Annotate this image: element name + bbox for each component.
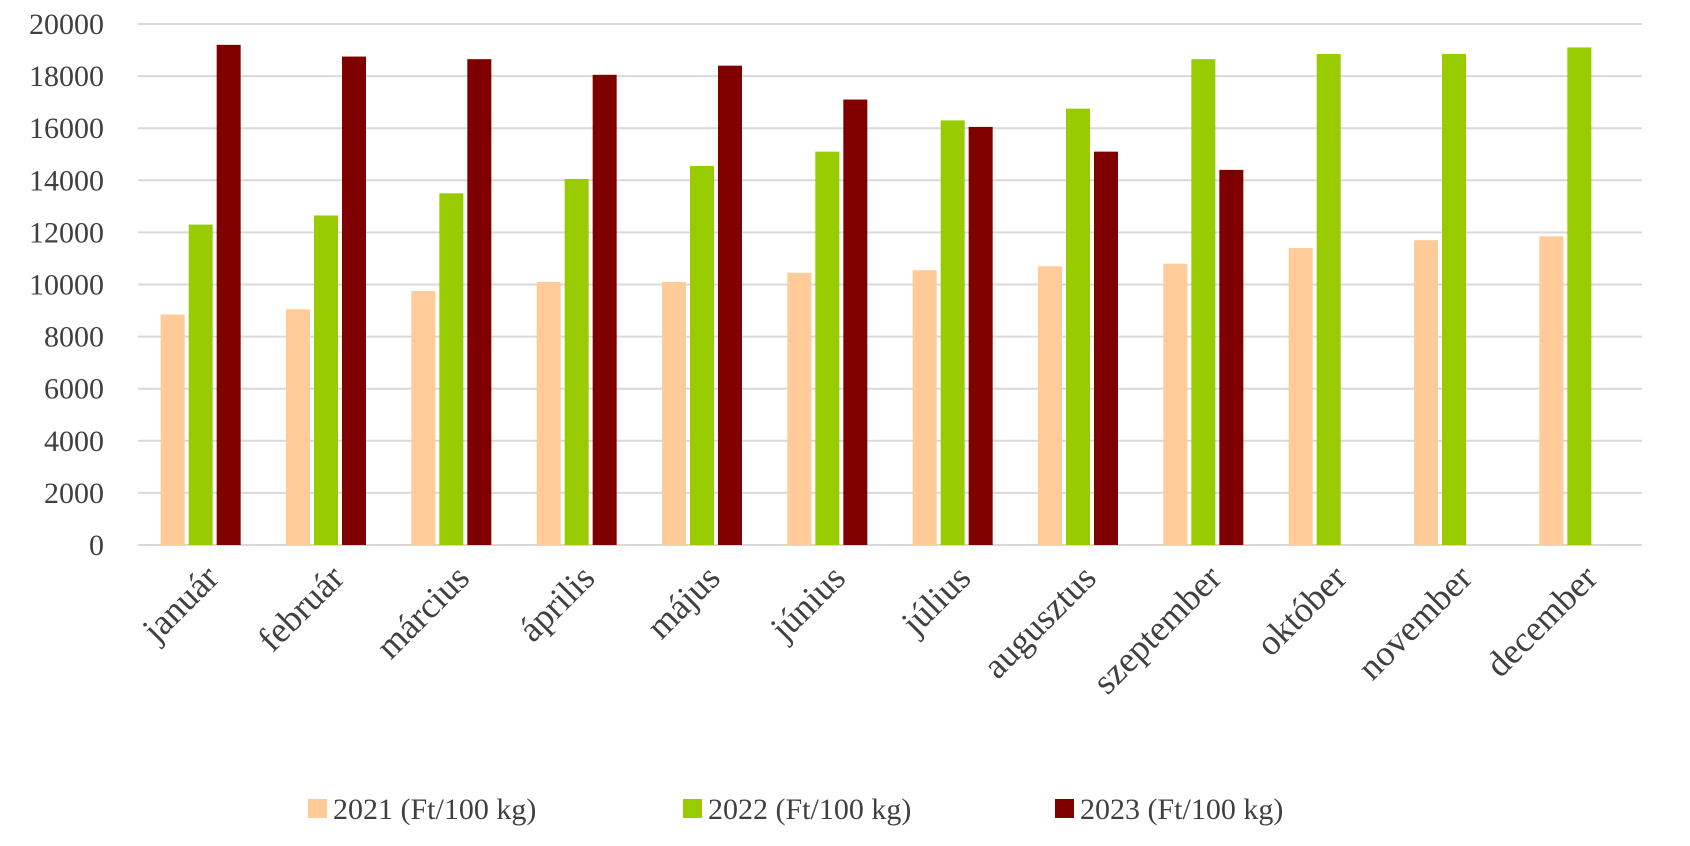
bar-2023-július	[968, 126, 993, 546]
legend-label: 2023 (Ft/100 kg)	[1080, 793, 1283, 826]
x-tick-label: szeptember	[1085, 557, 1229, 701]
bar-2023-március	[467, 59, 492, 545]
x-tick-label: június	[761, 557, 853, 649]
legend-swatch	[308, 799, 327, 818]
legend-swatch	[683, 799, 702, 818]
bar-2022-május	[690, 165, 714, 545]
y-tick-label: 16000	[29, 112, 104, 145]
legend-swatch	[1055, 799, 1074, 818]
bar-2022-január	[188, 224, 213, 545]
bar-2022-március	[439, 193, 464, 545]
bar-2021-április	[536, 281, 561, 545]
legend-label: 2021 (Ft/100 kg)	[333, 793, 536, 826]
bar-2021-szeptember	[1163, 263, 1188, 545]
bar-2023-február	[342, 56, 366, 545]
bar-2021-november	[1414, 240, 1438, 545]
x-tick-label: február	[250, 557, 352, 659]
bar-2021-december	[1539, 236, 1564, 545]
bar-2021-augusztus	[1038, 266, 1062, 545]
x-tick-label: március	[368, 557, 477, 666]
y-tick-label: 4000	[44, 425, 104, 458]
bar-2022-július	[940, 120, 965, 545]
y-tick-label: 18000	[29, 60, 104, 93]
bar-2022-augusztus	[1066, 108, 1090, 545]
legend-label: 2022 (Ft/100 kg)	[708, 793, 911, 826]
bar-2021-június	[787, 272, 812, 545]
bar-2023-április	[592, 74, 617, 546]
x-tick-label: július	[892, 557, 978, 643]
bar-2021-március	[411, 291, 436, 545]
bars	[160, 44, 1592, 546]
bar-2023-május	[718, 65, 742, 546]
bar-2022-február	[314, 215, 338, 545]
x-tick-label: január	[133, 557, 226, 650]
bar-2021-május	[662, 281, 686, 545]
y-tick-label: 10000	[29, 269, 104, 302]
gridlines	[138, 23, 1642, 546]
y-tick-label: 14000	[29, 164, 104, 197]
bar-2021-július	[912, 270, 937, 545]
bar-2023-szeptember	[1219, 169, 1244, 545]
y-tick-label: 12000	[29, 216, 104, 249]
bar-2023-június	[843, 99, 868, 546]
y-tick-label: 20000	[29, 8, 104, 41]
y-axis-ticks: 0 2000 4000 6000 8000 10000 12000 14000 16000 180…	[29, 8, 104, 562]
x-tick-label: november	[1350, 557, 1480, 687]
y-tick-label: 6000	[44, 373, 104, 406]
x-tick-label: május	[639, 557, 728, 646]
y-tick-label: 2000	[44, 477, 104, 510]
bar-2023-január	[216, 44, 241, 546]
x-tick-label: október	[1248, 557, 1354, 663]
bar-2021-február	[286, 309, 310, 545]
bar-2022-június	[815, 151, 840, 545]
bar-2022-április	[564, 178, 589, 545]
x-tick-label: április	[510, 557, 602, 649]
bar-2021-január	[160, 314, 185, 545]
x-tick-label: augusztus	[975, 557, 1104, 686]
bar-2022-szeptember	[1191, 59, 1216, 545]
bar-2022-október	[1316, 53, 1341, 546]
bar-2021-október	[1288, 248, 1313, 545]
y-tick-label: 0	[89, 529, 104, 562]
bar-2022-november	[1442, 53, 1466, 546]
x-tick-label: december	[1478, 557, 1605, 684]
x-axis-ticks: január február március április május június jú…	[133, 557, 1605, 701]
bar-2023-augusztus	[1094, 151, 1118, 545]
y-tick-label: 8000	[44, 321, 104, 354]
legend: 2021 (Ft/100 kg) 2022 (Ft/100 kg) 2023 (Ft…	[308, 793, 1283, 826]
bar-2022-december	[1567, 47, 1592, 545]
